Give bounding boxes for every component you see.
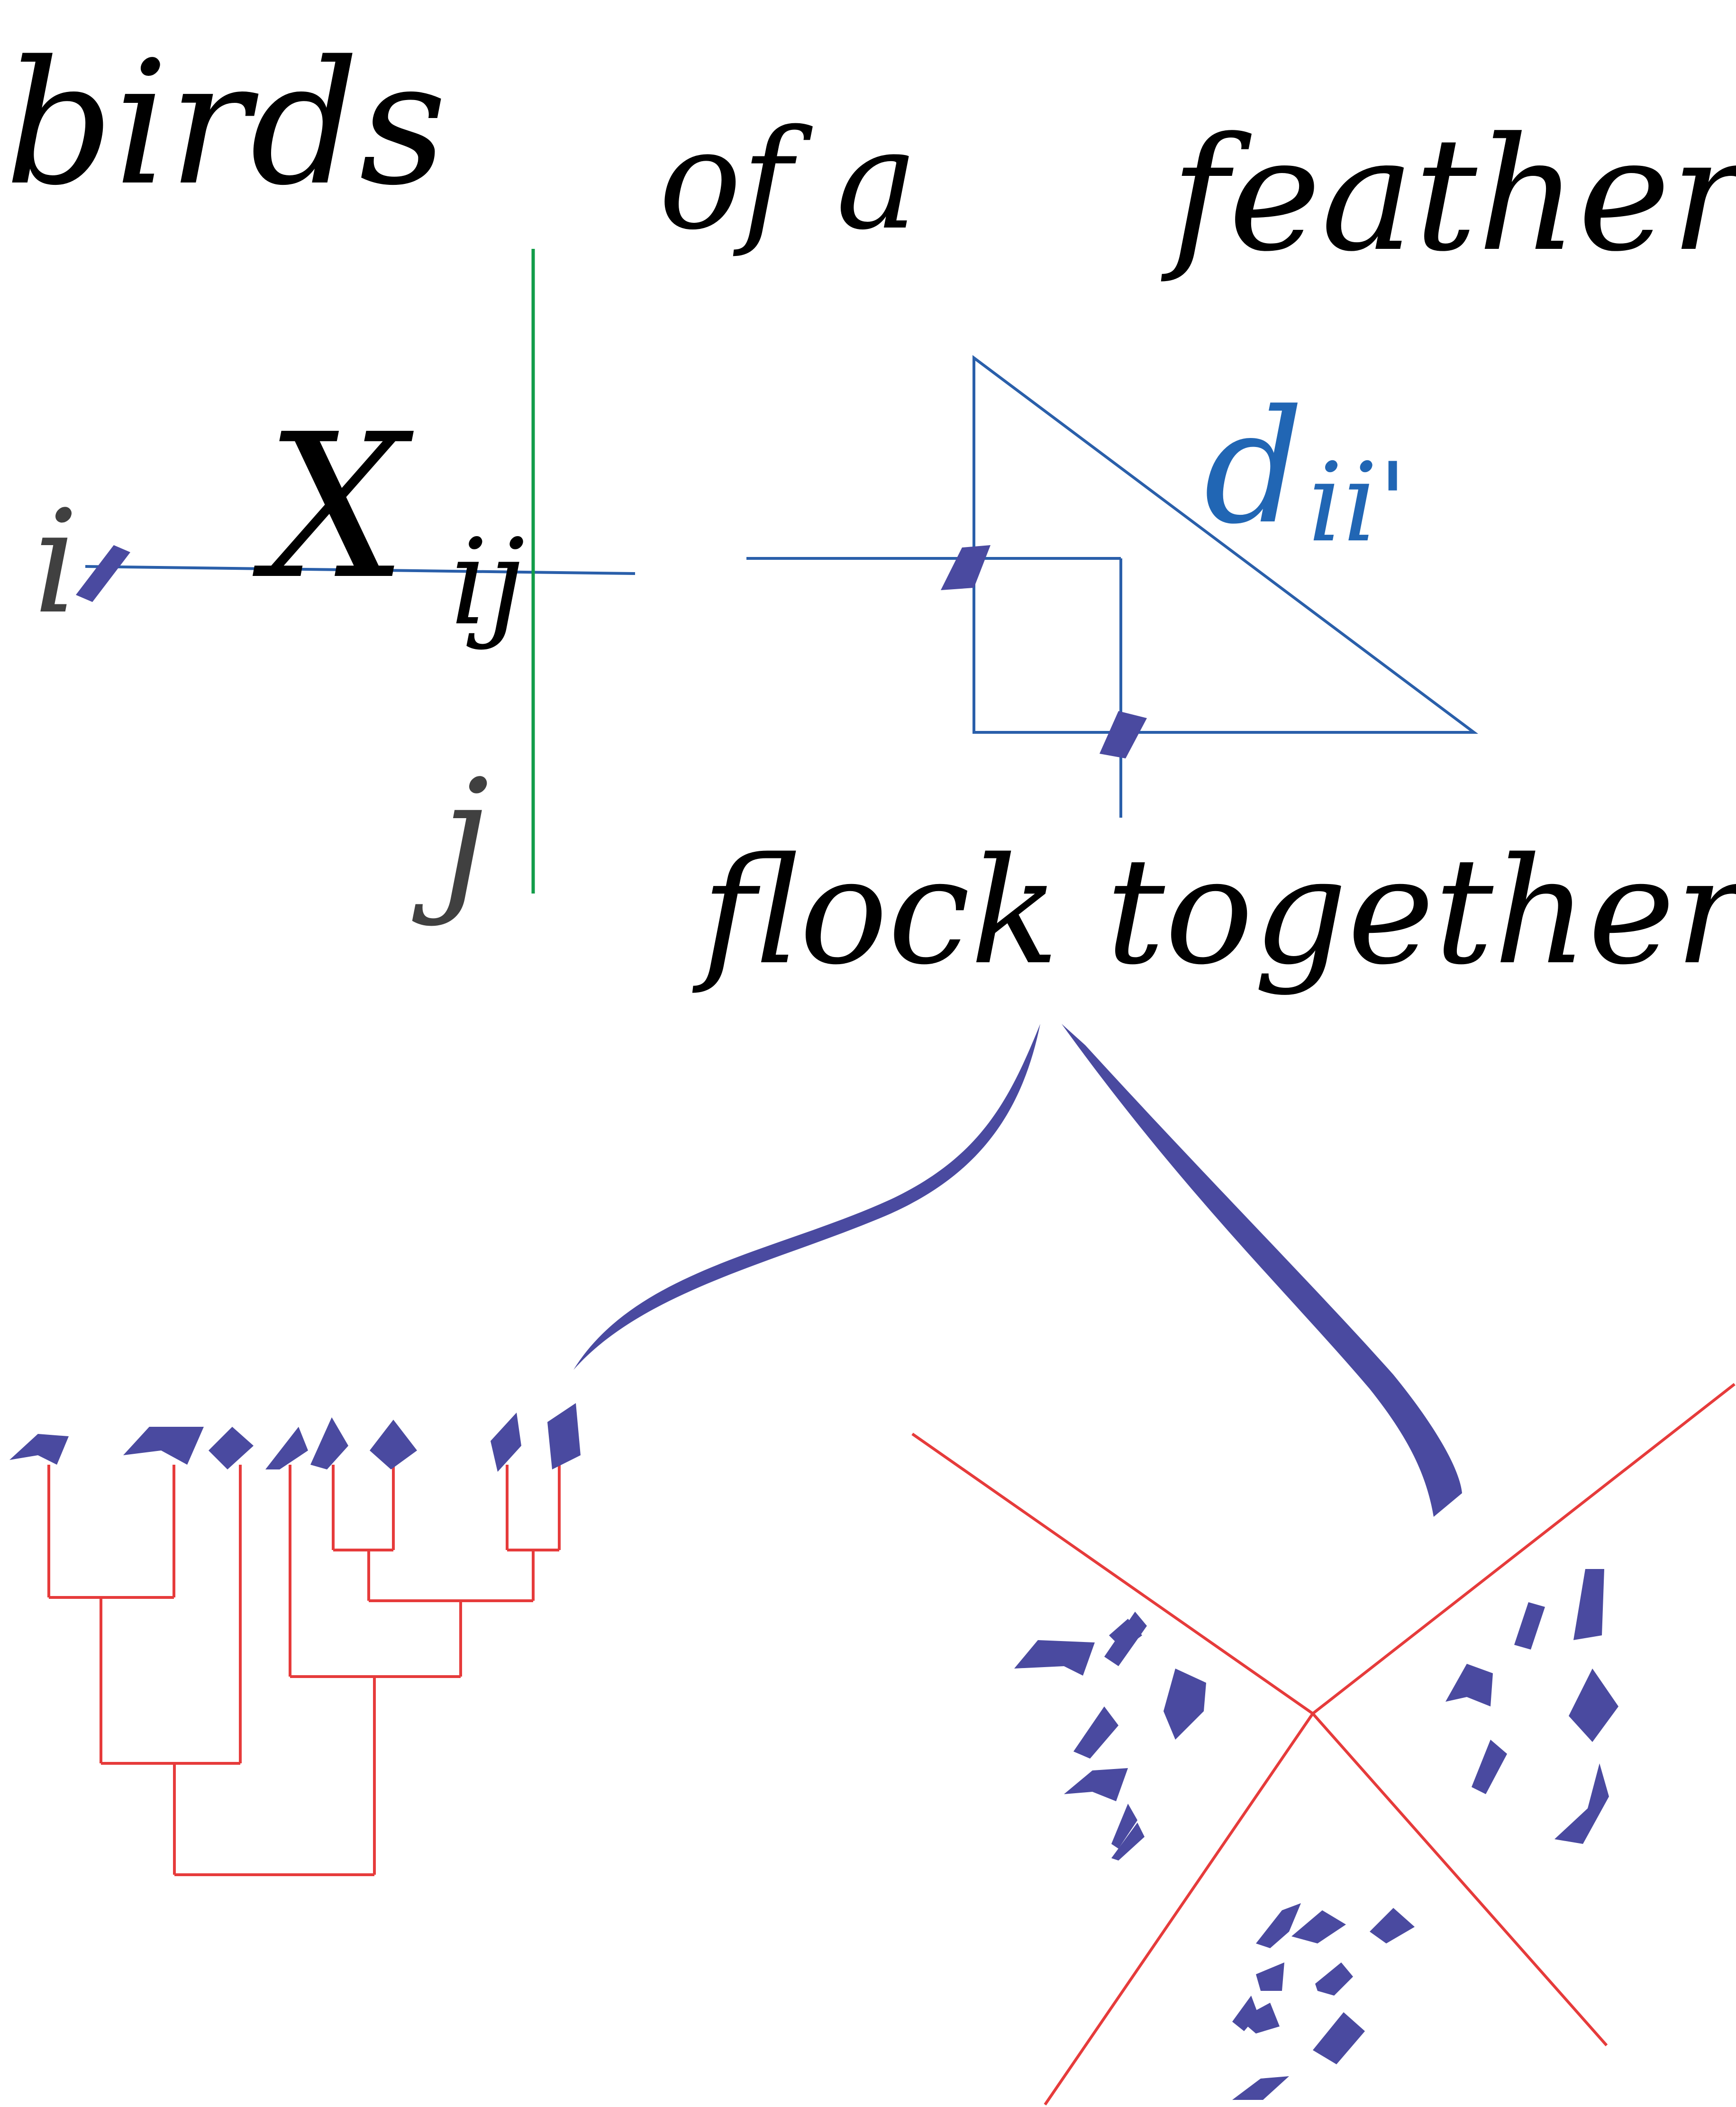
distance-symbol: d	[1204, 376, 1304, 558]
cluster-point	[1514, 1602, 1545, 1650]
cluster-point	[1445, 1664, 1493, 1706]
cluster-point	[1315, 1962, 1353, 1996]
boundary-line	[911, 1432, 1314, 1715]
distance-panel: d ii'	[746, 355, 1479, 818]
word-birds: birds	[5, 24, 447, 223]
cluster-point	[1014, 1640, 1095, 1676]
cluster-point	[1569, 1669, 1618, 1742]
title-phrase-top: birds of a feather	[5, 24, 1736, 286]
leaf-mark	[209, 1427, 254, 1469]
cluster-point	[1256, 1903, 1301, 1948]
cluster-point	[1370, 1908, 1415, 1943]
leaf-mark	[547, 1403, 581, 1469]
leaf-mark	[265, 1427, 308, 1469]
column-index-label: j	[411, 746, 489, 928]
cluster-point	[1291, 1910, 1346, 1943]
cluster-point	[1111, 1823, 1145, 1861]
leaf-mark	[9, 1434, 69, 1465]
row-marker-stroke	[76, 545, 130, 602]
boundary-line	[1044, 1713, 1314, 2106]
cluster-point	[1109, 1619, 1142, 1650]
word-feather: feather	[1161, 104, 1736, 286]
word-flock-together: flock together	[692, 826, 1736, 997]
dendrogram-leaves	[9, 1403, 581, 1472]
cluster-regions-icon	[911, 1383, 1736, 2106]
leaf-mark	[310, 1417, 348, 1469]
matrix-panel: i X ij j	[33, 249, 636, 928]
boundary-line	[1311, 1713, 1608, 2046]
leaf-mark	[491, 1413, 521, 1472]
cluster-point	[1073, 1706, 1118, 1759]
dendrogram-icon	[47, 1465, 561, 1876]
cluster-point	[1573, 1569, 1604, 1640]
cluster-point	[1554, 1763, 1609, 1844]
connector-to-dendrogram	[573, 1024, 1040, 1370]
row-axis-line	[85, 565, 636, 575]
cluster-point	[1232, 2076, 1289, 2100]
cluster-point	[1472, 1740, 1507, 1794]
boundary-line	[1312, 1383, 1736, 1715]
matrix-symbol: X	[250, 392, 415, 623]
distance-subscript: ii'	[1308, 440, 1408, 566]
cluster-point	[1239, 2003, 1280, 2034]
cluster-point	[1163, 1669, 1206, 1740]
point-marker-upper	[941, 545, 991, 590]
cluster-point	[1313, 2012, 1365, 2064]
cluster-points-bottom	[1232, 1903, 1415, 2100]
matrix-subscript: ij	[450, 513, 525, 651]
leaf-mark	[370, 1420, 417, 1469]
cluster-points	[1014, 1569, 1618, 1861]
cluster-point	[1256, 1962, 1284, 1991]
point-marker-lower	[1100, 711, 1147, 758]
row-index-label: i	[33, 480, 79, 645]
cluster-point	[1111, 1804, 1137, 1849]
word-of-a: of a	[659, 100, 918, 260]
connector-to-clusters	[1062, 1024, 1462, 1517]
distance-triangle	[973, 355, 1479, 734]
connector-strokes	[573, 1024, 1462, 1517]
leaf-mark	[123, 1427, 204, 1465]
cluster-point	[1232, 1996, 1258, 2031]
cluster-point	[1064, 1768, 1128, 1801]
